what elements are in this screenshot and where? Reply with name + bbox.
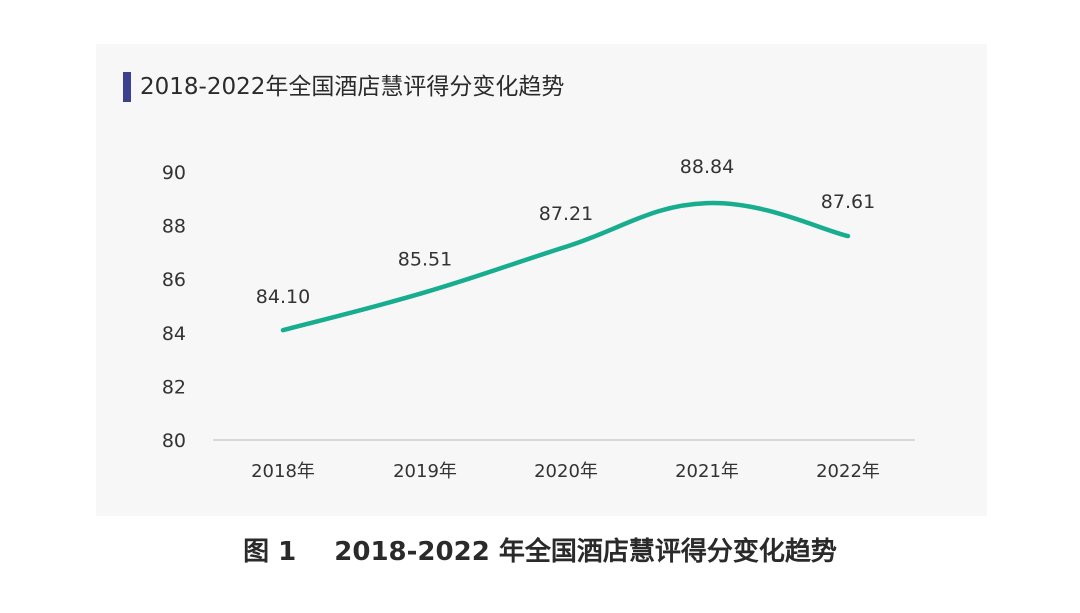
x-tick-label: 2022年 bbox=[816, 461, 880, 482]
y-tick-label: 86 bbox=[162, 269, 186, 291]
title-accent-bar bbox=[123, 72, 131, 102]
chart-title: 2018-2022年全国酒店慧评得分变化趋势 bbox=[140, 74, 565, 100]
x-tick-label: 2018年 bbox=[251, 461, 315, 482]
data-label: 85.51 bbox=[398, 248, 452, 270]
y-tick-label: 80 bbox=[162, 430, 186, 452]
data-label: 87.21 bbox=[539, 203, 593, 225]
data-label: 87.61 bbox=[821, 191, 875, 213]
caption-text: 2018-2022 年全国酒店慧评得分变化趋势 bbox=[334, 537, 837, 567]
x-axis-ticks: 2018年 2019年 2020年 2021年 2022年 bbox=[251, 461, 880, 482]
x-tick-label: 2020年 bbox=[534, 461, 598, 482]
chart-panel bbox=[96, 44, 987, 516]
data-label: 88.84 bbox=[680, 156, 734, 178]
y-tick-label: 84 bbox=[162, 323, 186, 345]
y-tick-label: 88 bbox=[162, 216, 186, 238]
figure-number: 图 1 bbox=[243, 537, 297, 567]
x-tick-label: 2019年 bbox=[393, 461, 457, 482]
y-tick-label: 90 bbox=[162, 162, 186, 184]
series-line-score bbox=[280, 200, 851, 333]
x-tick-label: 2021年 bbox=[675, 461, 739, 482]
y-tick-label: 82 bbox=[162, 376, 186, 398]
y-axis-ticks: 80 82 84 86 88 90 bbox=[162, 162, 186, 452]
data-label: 84.10 bbox=[256, 286, 310, 308]
figure-caption: 图 1 2018-2022 年全国酒店慧评得分变化趋势 bbox=[0, 532, 1080, 572]
data-labels: 84.10 85.51 87.21 88.84 87.61 bbox=[256, 156, 875, 308]
